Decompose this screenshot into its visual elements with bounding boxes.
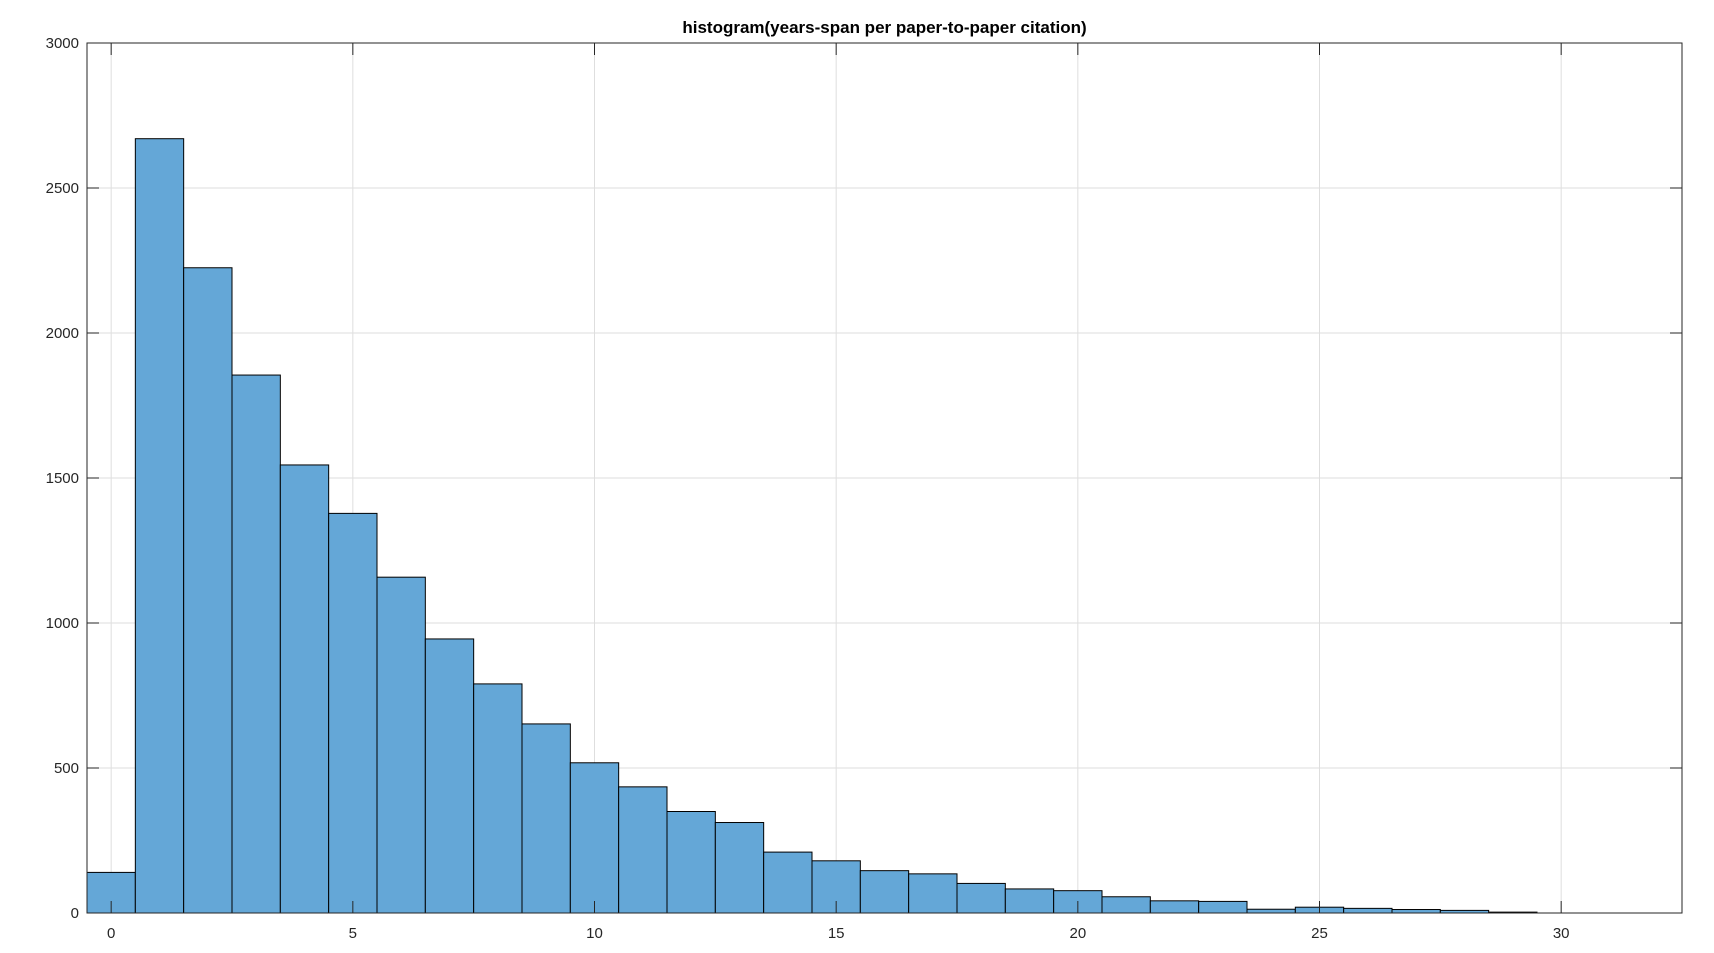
histogram-bar [666, 811, 716, 914]
histogram-bar [1004, 888, 1055, 914]
histogram-bar [1149, 900, 1200, 914]
histogram-bars [86, 138, 1538, 914]
histogram-bar [763, 851, 813, 914]
x-tick-label: 15 [828, 925, 845, 942]
histogram-bar [279, 464, 330, 914]
histogram-bar [859, 870, 910, 914]
histogram-bar [1101, 896, 1151, 914]
x-tick-label: 20 [1069, 925, 1086, 942]
x-tick-labels: 0 5 10 15 20 25 30 [107, 925, 1570, 942]
chart-title: histogram(years-span per paper-to-paper … [682, 18, 1086, 37]
histogram-bar [569, 762, 620, 914]
histogram-bar [908, 873, 958, 914]
histogram-bar [231, 374, 281, 914]
histogram-bar [1246, 908, 1296, 914]
histogram-bar [1391, 909, 1441, 914]
x-tick-label: 5 [349, 925, 357, 942]
x-tick-label: 0 [107, 925, 115, 942]
histogram-bar [714, 822, 765, 914]
x-tick-label: 25 [1311, 925, 1328, 942]
y-tick-label: 0 [71, 905, 79, 922]
histogram-bar [328, 512, 378, 914]
histogram-bar [183, 267, 233, 914]
histogram-bar [376, 576, 426, 914]
y-tick-label: 3000 [46, 35, 79, 52]
histogram-bar [956, 882, 1006, 914]
y-tick-label: 2000 [46, 325, 79, 342]
y-tick-label: 1000 [46, 615, 79, 632]
x-tick-label: 30 [1553, 925, 1570, 942]
histogram-bar [424, 638, 475, 914]
histogram-bar [473, 683, 523, 914]
axis-ticks [87, 42, 1682, 914]
histogram-bar [1198, 900, 1248, 914]
histogram-bar [134, 138, 185, 914]
histogram-bar [618, 786, 668, 914]
y-tick-label: 500 [54, 760, 79, 777]
y-tick-label: 2500 [46, 180, 79, 197]
histogram-bar [1343, 907, 1393, 914]
x-tick-label: 10 [586, 925, 603, 942]
y-tick-labels: 0 500 1000 1500 2000 2500 3000 [46, 35, 79, 922]
histogram-bar [521, 723, 571, 914]
y-tick-label: 1500 [46, 470, 79, 487]
